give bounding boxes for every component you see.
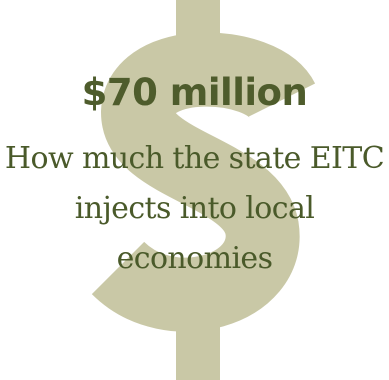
stat-description: How much the state EITC injects into loc… bbox=[4, 141, 385, 276]
stat-value: $70 million bbox=[81, 71, 308, 114]
